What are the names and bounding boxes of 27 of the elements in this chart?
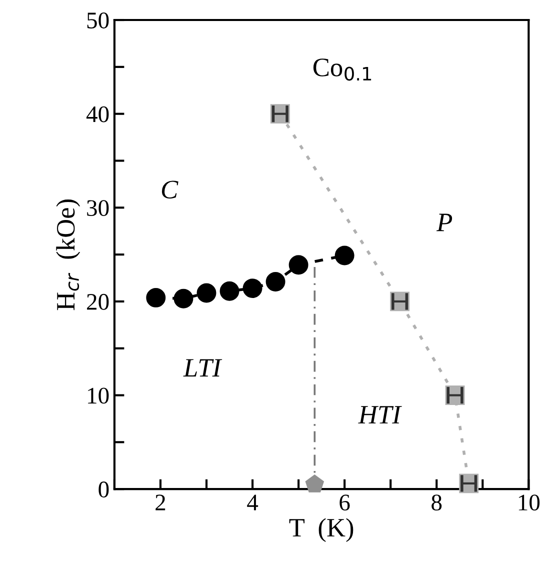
x-tick-label: 8 [432, 494, 442, 511]
point [196, 283, 216, 303]
x-tick-label: 6 [340, 494, 350, 511]
y-tick-label: 30 [87, 200, 109, 216]
point [305, 474, 324, 492]
y-tick-label: 20 [87, 294, 109, 310]
point [334, 246, 354, 266]
x-tick-label: 10 [518, 494, 540, 511]
point [174, 288, 194, 308]
point [146, 288, 166, 308]
annotation: HTI [358, 406, 402, 424]
point [288, 255, 308, 275]
y-tick-label: 50 [87, 12, 109, 28]
y-axis-title: H$_{cr}$ (kOe) [56, 200, 80, 310]
x-tick-label: 4 [247, 494, 258, 510]
x-tick-label: 2 [156, 494, 166, 510]
x-axis-title: T (K) [289, 518, 354, 542]
point [242, 278, 262, 298]
annotation: LTI [183, 359, 222, 376]
y-tick-label: 40 [86, 106, 109, 122]
annotation: Co$_{0.1}$ [313, 58, 372, 81]
y-tick-label: 0 [98, 482, 109, 498]
annotation: P [436, 214, 452, 232]
point [266, 272, 286, 292]
annotation: C [162, 180, 178, 198]
point [220, 281, 240, 301]
y-tick-label: 10 [88, 388, 109, 404]
